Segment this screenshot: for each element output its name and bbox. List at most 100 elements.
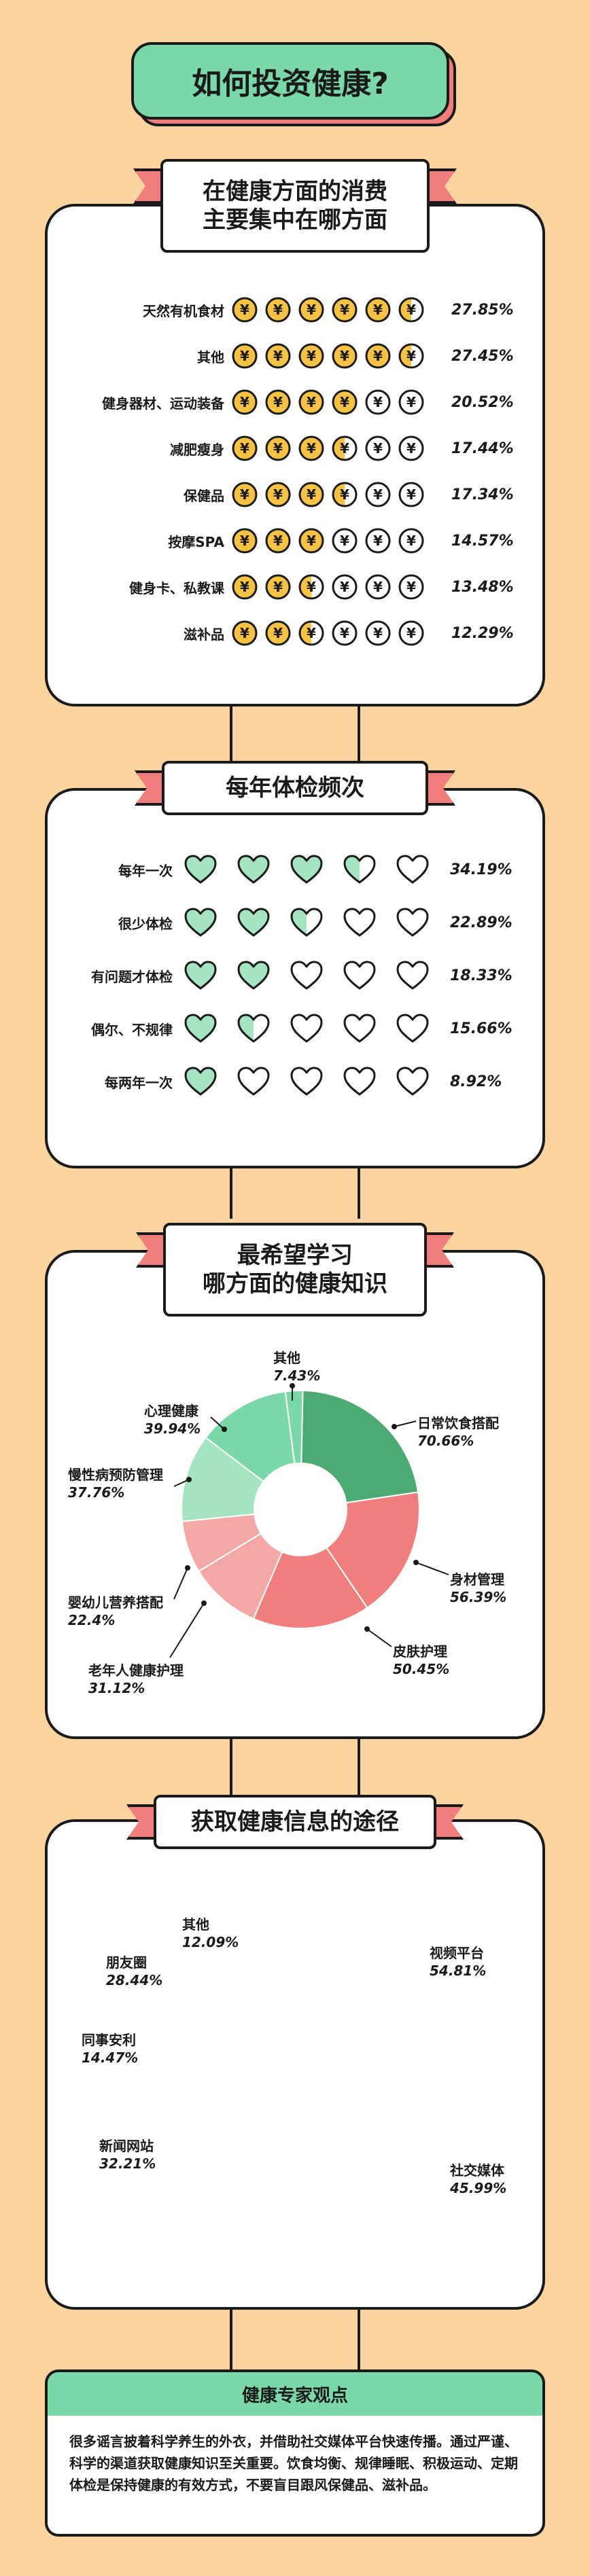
spending-label: 天然有机食材	[143, 302, 224, 319]
spending-value: 14.57%	[451, 532, 514, 550]
connector	[230, 1736, 232, 1812]
heart-icon	[237, 908, 270, 937]
channels-header: 获取健康信息的途径	[126, 1795, 464, 1849]
heart-icon	[237, 855, 270, 884]
svg-text:¥: ¥	[340, 625, 349, 641]
svg-text:¥: ¥	[240, 533, 249, 549]
knowledge-slice-0	[300, 1390, 419, 1504]
heart-empty-icon	[396, 961, 429, 990]
knowledge-slice-1	[325, 1491, 420, 1609]
spending-row: 减肥瘦身 ¥ ¥ ¥ ¥ ¥ ¥17.44%	[48, 432, 548, 465]
svg-text:¥: ¥	[406, 625, 416, 641]
leader-dot	[186, 1477, 192, 1482]
spending-value: 13.48%	[451, 578, 514, 596]
heart-partial-icon	[290, 908, 323, 937]
svg-text:¥: ¥	[406, 486, 416, 503]
yuan-coin-icon: ¥	[232, 297, 258, 323]
svg-text:¥: ¥	[273, 302, 283, 318]
svg-text:¥: ¥	[240, 394, 249, 410]
label-elderly-care: 老年人健康护理 31.12%	[88, 1662, 184, 1696]
label-other: 其他 7.43%	[273, 1350, 321, 1384]
yuan-coin-icon: ¥	[265, 435, 291, 461]
svg-text:¥: ¥	[340, 579, 349, 595]
svg-text:¥: ¥	[406, 394, 416, 410]
spending-label: 滋补品	[184, 626, 224, 643]
svg-text:¥: ¥	[273, 486, 283, 503]
leader-dot	[392, 1424, 397, 1429]
spending-label: 健身卡、私教课	[129, 579, 224, 596]
heart-bar	[184, 854, 430, 885]
yuan-coin-partial-icon: ¥	[398, 343, 424, 369]
connector	[230, 704, 232, 779]
heart-empty-icon	[290, 1014, 323, 1043]
yuan-coin-icon: ¥	[332, 343, 358, 369]
channels-card	[45, 1819, 545, 2310]
yuan-coin-icon: ¥	[232, 482, 258, 507]
svg-text:¥: ¥	[340, 486, 349, 503]
svg-text:¥: ¥	[406, 348, 416, 364]
heart-empty-icon	[396, 1067, 429, 1096]
svg-text:¥: ¥	[307, 302, 316, 318]
spending-value: 17.44%	[451, 440, 514, 457]
leader-dot	[222, 1427, 227, 1432]
checkup-row: 每两年一次 8.92%	[48, 1062, 548, 1101]
svg-text:¥: ¥	[307, 348, 316, 364]
label-colleague: 同事安利 14.47%	[82, 2032, 139, 2066]
svg-text:¥: ¥	[406, 533, 416, 549]
svg-text:¥: ¥	[240, 579, 249, 595]
yuan-coin-empty-icon: ¥	[365, 620, 391, 646]
yuan-coin-empty-icon: ¥	[398, 389, 424, 415]
spending-header-line2: 主要集中在哪方面	[203, 207, 387, 234]
spending-row: 按摩SPA ¥ ¥ ¥ ¥ ¥ ¥14.57%	[48, 524, 548, 557]
label-daily-diet: 日常饮食搭配 70.66%	[417, 1415, 499, 1449]
spending-header-line1: 在健康方面的消费	[203, 177, 387, 205]
svg-text:¥: ¥	[273, 394, 283, 410]
svg-text:¥: ¥	[273, 348, 283, 364]
heart-empty-icon	[396, 1014, 429, 1043]
yuan-coin-icon: ¥	[265, 482, 291, 507]
svg-text:¥: ¥	[307, 394, 316, 410]
spending-value: 27.45%	[451, 347, 514, 365]
checkup-row: 偶尔、不规律 15.66%	[48, 1009, 548, 1048]
svg-text:¥: ¥	[340, 302, 349, 318]
heart-icon	[290, 855, 323, 884]
spending-label: 按摩SPA	[168, 533, 224, 550]
channels-header-text: 获取健康信息的途径	[191, 1808, 399, 1836]
yuan-coin-icon: ¥	[332, 389, 358, 415]
checkup-label: 很少体检	[118, 915, 173, 932]
heart-empty-icon	[343, 961, 376, 990]
spending-row: 保健品 ¥ ¥ ¥ ¥ ¥ ¥17.34%	[48, 478, 548, 511]
svg-text:¥: ¥	[373, 579, 383, 595]
svg-text:¥: ¥	[373, 440, 383, 457]
coin-bar: ¥ ¥ ¥ ¥ ¥ ¥	[231, 620, 425, 647]
yuan-coin-icon: ¥	[365, 297, 391, 323]
svg-text:¥: ¥	[240, 625, 249, 641]
leader-dot	[290, 1383, 295, 1389]
yuan-coin-empty-icon: ¥	[398, 482, 424, 507]
yuan-coin-empty-icon: ¥	[398, 435, 424, 461]
svg-text:¥: ¥	[307, 625, 316, 641]
leader-line	[415, 1562, 449, 1575]
label-chronic-disease: 慢性病预防管理 37.76%	[68, 1467, 163, 1501]
yuan-coin-partial-icon: ¥	[298, 620, 324, 646]
svg-text:¥: ¥	[240, 302, 249, 318]
svg-text:¥: ¥	[373, 348, 383, 364]
knowledge-slice-6	[205, 1391, 296, 1483]
svg-text:¥: ¥	[273, 440, 283, 457]
heart-empty-icon	[290, 1067, 323, 1096]
yuan-coin-empty-icon: ¥	[398, 620, 424, 646]
yuan-coin-icon: ¥	[298, 528, 324, 554]
leader-dot	[364, 1626, 370, 1632]
svg-text:¥: ¥	[406, 579, 416, 595]
svg-text:¥: ¥	[406, 302, 416, 318]
connector	[358, 1736, 360, 1812]
spending-row: 健身器材、运动装备 ¥ ¥ ¥ ¥ ¥ ¥20.52%	[48, 386, 548, 418]
leader-line	[394, 1420, 417, 1427]
label-video-platform: 视频平台 54.81%	[430, 1945, 487, 1979]
yuan-coin-icon: ¥	[332, 297, 358, 323]
svg-text:¥: ¥	[273, 533, 283, 549]
yuan-coin-partial-icon: ¥	[332, 435, 358, 461]
yuan-coin-icon: ¥	[232, 343, 258, 369]
spending-label: 保健品	[184, 487, 224, 504]
checkup-label: 每年一次	[118, 862, 173, 879]
